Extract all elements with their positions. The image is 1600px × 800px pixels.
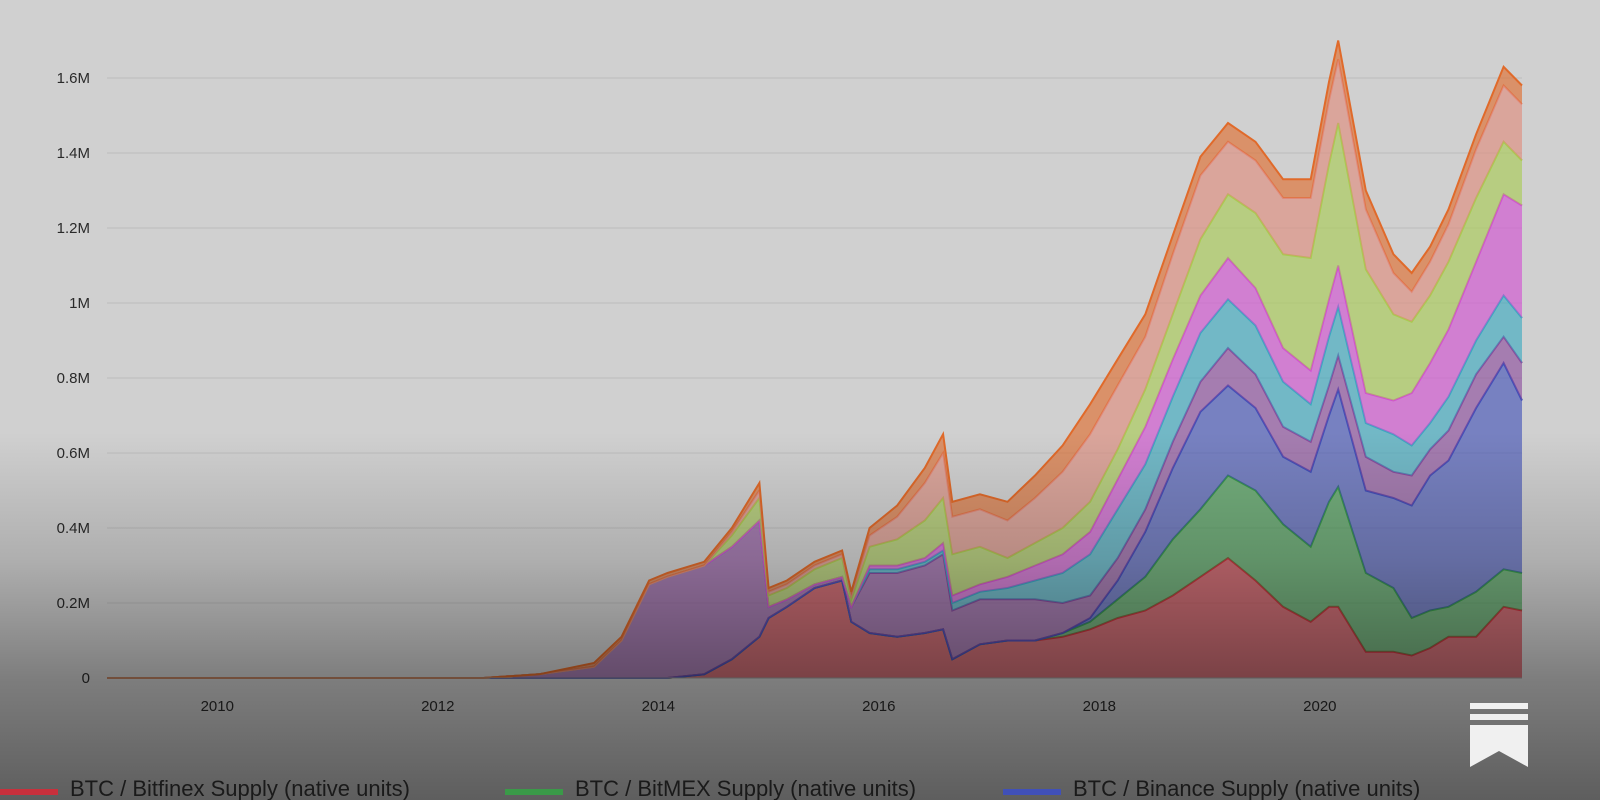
y-tick-label: 1.6M xyxy=(57,70,90,87)
y-tick-label: 0.8M xyxy=(57,370,90,387)
y-tick-label: 0.6M xyxy=(57,445,90,462)
y-tick-label: 0.4M xyxy=(57,520,90,537)
area-series xyxy=(107,40,1523,679)
bookmark-icon[interactable] xyxy=(1470,703,1528,767)
legend-swatch xyxy=(0,789,58,795)
legend-item[interactable]: BTC / Bitfinex Supply (native units) xyxy=(0,776,410,800)
x-tick-label: 2016 xyxy=(862,698,895,715)
legend: BTC / Bitfinex Supply (native units) BTC … xyxy=(0,776,1600,800)
legend-swatch xyxy=(1003,789,1061,795)
y-tick-label: 0.2M xyxy=(57,595,90,612)
legend-label: BTC / BitMEX Supply (native units) xyxy=(575,776,917,800)
y-tick-label: 1M xyxy=(69,295,90,312)
x-tick-label: 2018 xyxy=(1083,698,1116,715)
y-tick-label: 1.2M xyxy=(57,220,90,237)
x-tick-label: 2010 xyxy=(201,698,234,715)
x-tick-label: 2020 xyxy=(1303,698,1336,715)
legend-item[interactable]: BTC / BitMEX Supply (native units) xyxy=(505,776,916,800)
legend-label: BTC / Binance Supply (native units) xyxy=(1073,776,1421,800)
legend-swatch xyxy=(505,789,563,795)
y-tick-label: 0 xyxy=(82,670,90,687)
y-tick-label: 1.4M xyxy=(57,145,90,162)
legend-item[interactable]: BTC / Binance Supply (native units) xyxy=(1003,776,1420,800)
legend-label: BTC / Bitfinex Supply (native units) xyxy=(70,776,410,800)
x-tick-label: 2012 xyxy=(421,698,454,715)
x-tick-label: 2014 xyxy=(642,698,675,715)
